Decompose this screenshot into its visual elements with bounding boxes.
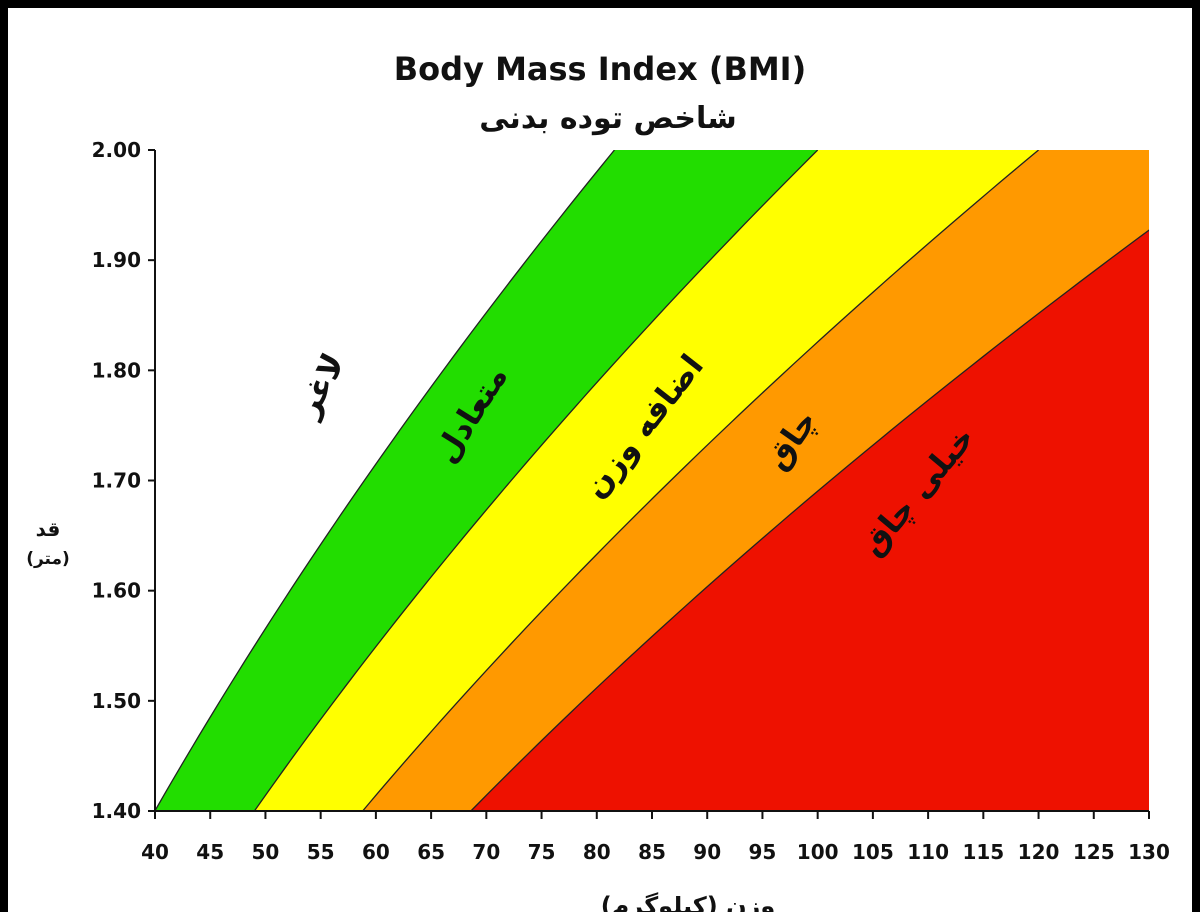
chart-subtitle: شاخص توده بدنی <box>479 101 737 136</box>
x-tick-label-5: 65 <box>417 840 445 864</box>
boundary-line-1 <box>253 150 819 811</box>
x-tick-label-18: 130 <box>1128 840 1170 864</box>
axis-ticks: 1.40 1.50 1.60 1.70 1.80 1.90 2.00 40 45 50 55 60 65… <box>92 138 1170 864</box>
y-tick-label-0: 1.40 <box>92 799 141 823</box>
y-axis-unit: (متر) <box>26 549 70 569</box>
y-axis-label: قد <box>36 517 61 541</box>
x-axis-label: وزن (کیلوگرم) <box>601 892 776 912</box>
y-tick-label-4: 1.80 <box>92 358 141 382</box>
x-tick-label-11: 95 <box>749 840 777 864</box>
x-tick-label-3: 55 <box>307 840 335 864</box>
x-tick-label-9: 85 <box>638 840 666 864</box>
y-tick-label-1: 1.50 <box>92 689 141 713</box>
x-tick-label-16: 120 <box>1018 840 1060 864</box>
y-tick-label-5: 1.90 <box>92 248 141 272</box>
x-tick-label-15: 115 <box>962 840 1004 864</box>
chart-title: Body Mass Index (BMI) <box>394 50 806 88</box>
band-0 <box>155 150 615 811</box>
y-tick-label-2: 1.60 <box>92 579 141 603</box>
x-tick-label-13: 105 <box>852 840 894 864</box>
y-tick-label-6: 2.00 <box>92 138 141 162</box>
x-tick-label-1: 45 <box>196 840 224 864</box>
boundary-line-3 <box>470 229 1149 811</box>
x-tick-label-10: 90 <box>693 840 721 864</box>
bmi-chart: Body Mass Index (BMI) شاخص توده بدنی 1.4… <box>26 50 1170 912</box>
boundary-line-2 <box>362 150 1039 811</box>
x-tick-label-6: 70 <box>472 840 500 864</box>
x-tick-label-0: 40 <box>141 840 169 864</box>
boundary-line-0 <box>155 150 615 811</box>
x-tick-label-4: 60 <box>362 840 390 864</box>
x-tick-label-12: 100 <box>797 840 839 864</box>
y-tick-label-3: 1.70 <box>92 469 141 493</box>
bmi-boundary-lines <box>155 150 1149 811</box>
x-tick-label-17: 125 <box>1073 840 1115 864</box>
x-tick-label-2: 50 <box>252 840 280 864</box>
chart-frame: Body Mass Index (BMI) شاخص توده بدنی 1.4… <box>8 8 1192 912</box>
x-tick-label-14: 110 <box>907 840 949 864</box>
x-tick-label-7: 75 <box>528 840 556 864</box>
x-tick-label-8: 80 <box>583 840 611 864</box>
